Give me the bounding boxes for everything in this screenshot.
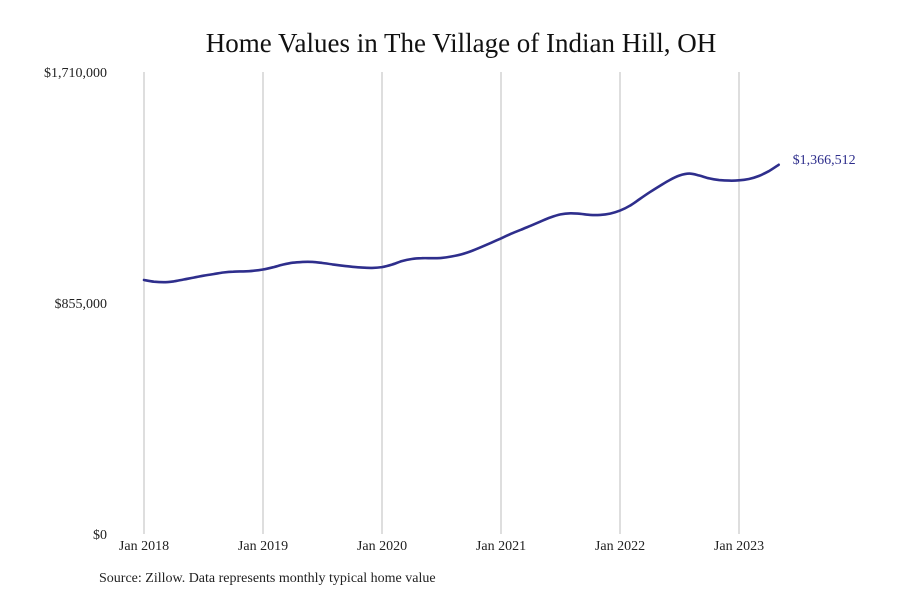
- series-line: [142, 163, 780, 284]
- x-tick-label: Jan 2022: [595, 539, 645, 554]
- chart-title: Home Values in The Village of Indian Hil…: [206, 28, 717, 58]
- x-tick-label: Jan 2019: [238, 539, 288, 554]
- y-tick-label: $855,000: [55, 297, 108, 312]
- x-tick-label: Jan 2023: [714, 539, 764, 554]
- x-axis-ticks: Jan 2018 Jan 2019 Jan 2020 Jan 2021 Jan 2022…: [119, 539, 764, 554]
- y-tick-label: $0: [93, 528, 107, 543]
- x-tick-label: Jan 2020: [357, 539, 407, 554]
- y-axis-ticks: $0 $855,000 $1,710,000: [44, 66, 107, 543]
- y-tick-label: $1,710,000: [44, 66, 107, 81]
- x-tick-label: Jan 2018: [119, 539, 169, 554]
- x-tick-label: Jan 2021: [476, 539, 526, 554]
- source-note: Source: Zillow. Data represents monthly …: [99, 571, 436, 586]
- last-value-label: $1,366,512: [793, 153, 856, 168]
- x-gridlines: [143, 72, 740, 534]
